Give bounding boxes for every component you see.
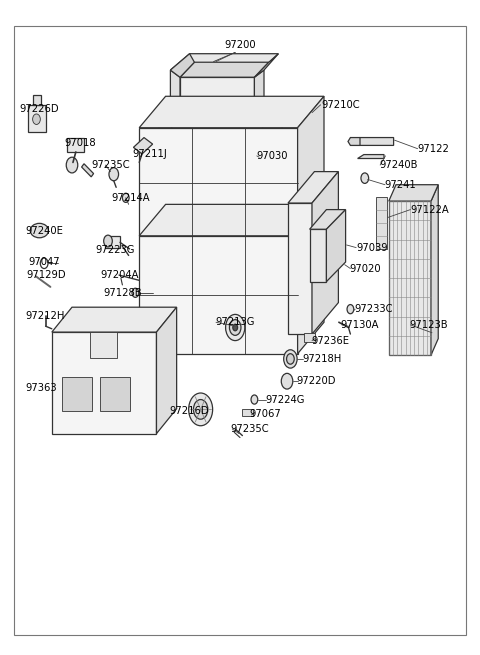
Text: 97129D: 97129D bbox=[26, 270, 66, 280]
Circle shape bbox=[233, 324, 238, 331]
Polygon shape bbox=[170, 70, 180, 115]
Polygon shape bbox=[151, 105, 180, 157]
Polygon shape bbox=[139, 236, 298, 354]
Circle shape bbox=[132, 288, 139, 297]
Polygon shape bbox=[254, 70, 264, 115]
Polygon shape bbox=[67, 138, 84, 152]
Text: 97214A: 97214A bbox=[111, 193, 150, 203]
Polygon shape bbox=[180, 62, 269, 77]
Text: 97130A: 97130A bbox=[341, 320, 379, 330]
Polygon shape bbox=[170, 54, 194, 77]
Text: 97240E: 97240E bbox=[25, 225, 63, 236]
Polygon shape bbox=[139, 128, 298, 236]
Circle shape bbox=[361, 173, 369, 183]
Text: 97240B: 97240B bbox=[379, 160, 418, 170]
Polygon shape bbox=[326, 210, 346, 282]
Polygon shape bbox=[389, 185, 438, 201]
Bar bbox=[303, 280, 314, 295]
Circle shape bbox=[109, 168, 119, 181]
Polygon shape bbox=[431, 185, 438, 355]
Circle shape bbox=[189, 393, 213, 426]
Polygon shape bbox=[298, 96, 324, 236]
Polygon shape bbox=[52, 307, 177, 332]
Circle shape bbox=[226, 314, 245, 341]
Text: 97018: 97018 bbox=[65, 138, 96, 148]
Polygon shape bbox=[310, 229, 326, 282]
Bar bbox=[304, 333, 315, 342]
Text: 97047: 97047 bbox=[29, 257, 60, 267]
Polygon shape bbox=[168, 105, 266, 138]
Text: 97224G: 97224G bbox=[265, 394, 304, 405]
Circle shape bbox=[287, 354, 294, 364]
Text: 97067: 97067 bbox=[250, 409, 281, 419]
Polygon shape bbox=[139, 96, 324, 128]
Polygon shape bbox=[312, 172, 338, 334]
Circle shape bbox=[284, 350, 297, 368]
Text: 97212H: 97212H bbox=[25, 310, 64, 321]
Polygon shape bbox=[350, 138, 394, 145]
Text: 97226D: 97226D bbox=[19, 104, 59, 115]
Bar bbox=[389, 201, 431, 355]
Polygon shape bbox=[90, 332, 117, 358]
Circle shape bbox=[33, 114, 40, 124]
Polygon shape bbox=[180, 77, 254, 105]
Circle shape bbox=[347, 305, 354, 314]
Text: 97216D: 97216D bbox=[169, 406, 209, 417]
Text: 97235C: 97235C bbox=[230, 424, 269, 434]
Polygon shape bbox=[254, 54, 278, 77]
Text: 97233C: 97233C bbox=[354, 304, 393, 314]
Circle shape bbox=[229, 320, 241, 335]
Text: 97235C: 97235C bbox=[91, 160, 130, 170]
Text: 97218H: 97218H bbox=[302, 354, 342, 364]
Bar bbox=[242, 409, 253, 416]
Circle shape bbox=[122, 193, 129, 202]
Polygon shape bbox=[288, 203, 312, 334]
Text: 97030: 97030 bbox=[257, 151, 288, 161]
Text: 97200: 97200 bbox=[224, 41, 256, 50]
Text: 97122: 97122 bbox=[418, 143, 449, 154]
Text: 97122A: 97122A bbox=[410, 204, 449, 215]
Text: 97223G: 97223G bbox=[95, 245, 134, 255]
Circle shape bbox=[104, 235, 112, 247]
Polygon shape bbox=[288, 172, 338, 203]
Text: 97363: 97363 bbox=[25, 383, 57, 393]
Text: 97213G: 97213G bbox=[215, 317, 254, 328]
Polygon shape bbox=[358, 155, 384, 159]
Text: 97210C: 97210C bbox=[322, 100, 360, 110]
Polygon shape bbox=[33, 95, 41, 105]
Bar bbox=[303, 300, 314, 314]
Circle shape bbox=[251, 395, 258, 404]
Polygon shape bbox=[310, 210, 346, 229]
Text: 97204A: 97204A bbox=[101, 270, 139, 280]
Bar bbox=[100, 377, 130, 411]
Polygon shape bbox=[170, 54, 278, 70]
Text: 97128B: 97128B bbox=[103, 288, 142, 298]
Text: 97241: 97241 bbox=[384, 179, 416, 190]
Text: 97020: 97020 bbox=[349, 263, 381, 274]
Polygon shape bbox=[105, 236, 120, 248]
Polygon shape bbox=[133, 138, 153, 154]
Polygon shape bbox=[139, 204, 324, 236]
Ellipse shape bbox=[30, 223, 48, 238]
Text: 97236E: 97236E bbox=[311, 335, 349, 346]
Polygon shape bbox=[348, 138, 360, 145]
Text: 97220D: 97220D bbox=[297, 376, 336, 386]
Text: 97211J: 97211J bbox=[132, 149, 167, 159]
Text: 97039: 97039 bbox=[356, 242, 388, 253]
Polygon shape bbox=[254, 100, 283, 138]
Polygon shape bbox=[156, 307, 177, 434]
Polygon shape bbox=[28, 105, 46, 132]
Polygon shape bbox=[298, 204, 324, 354]
Polygon shape bbox=[52, 332, 156, 434]
Bar bbox=[62, 377, 92, 411]
Polygon shape bbox=[82, 164, 94, 177]
Bar bbox=[376, 196, 387, 249]
Circle shape bbox=[193, 400, 208, 419]
Circle shape bbox=[66, 157, 78, 173]
Text: 97123B: 97123B bbox=[409, 320, 447, 330]
Circle shape bbox=[281, 373, 293, 389]
